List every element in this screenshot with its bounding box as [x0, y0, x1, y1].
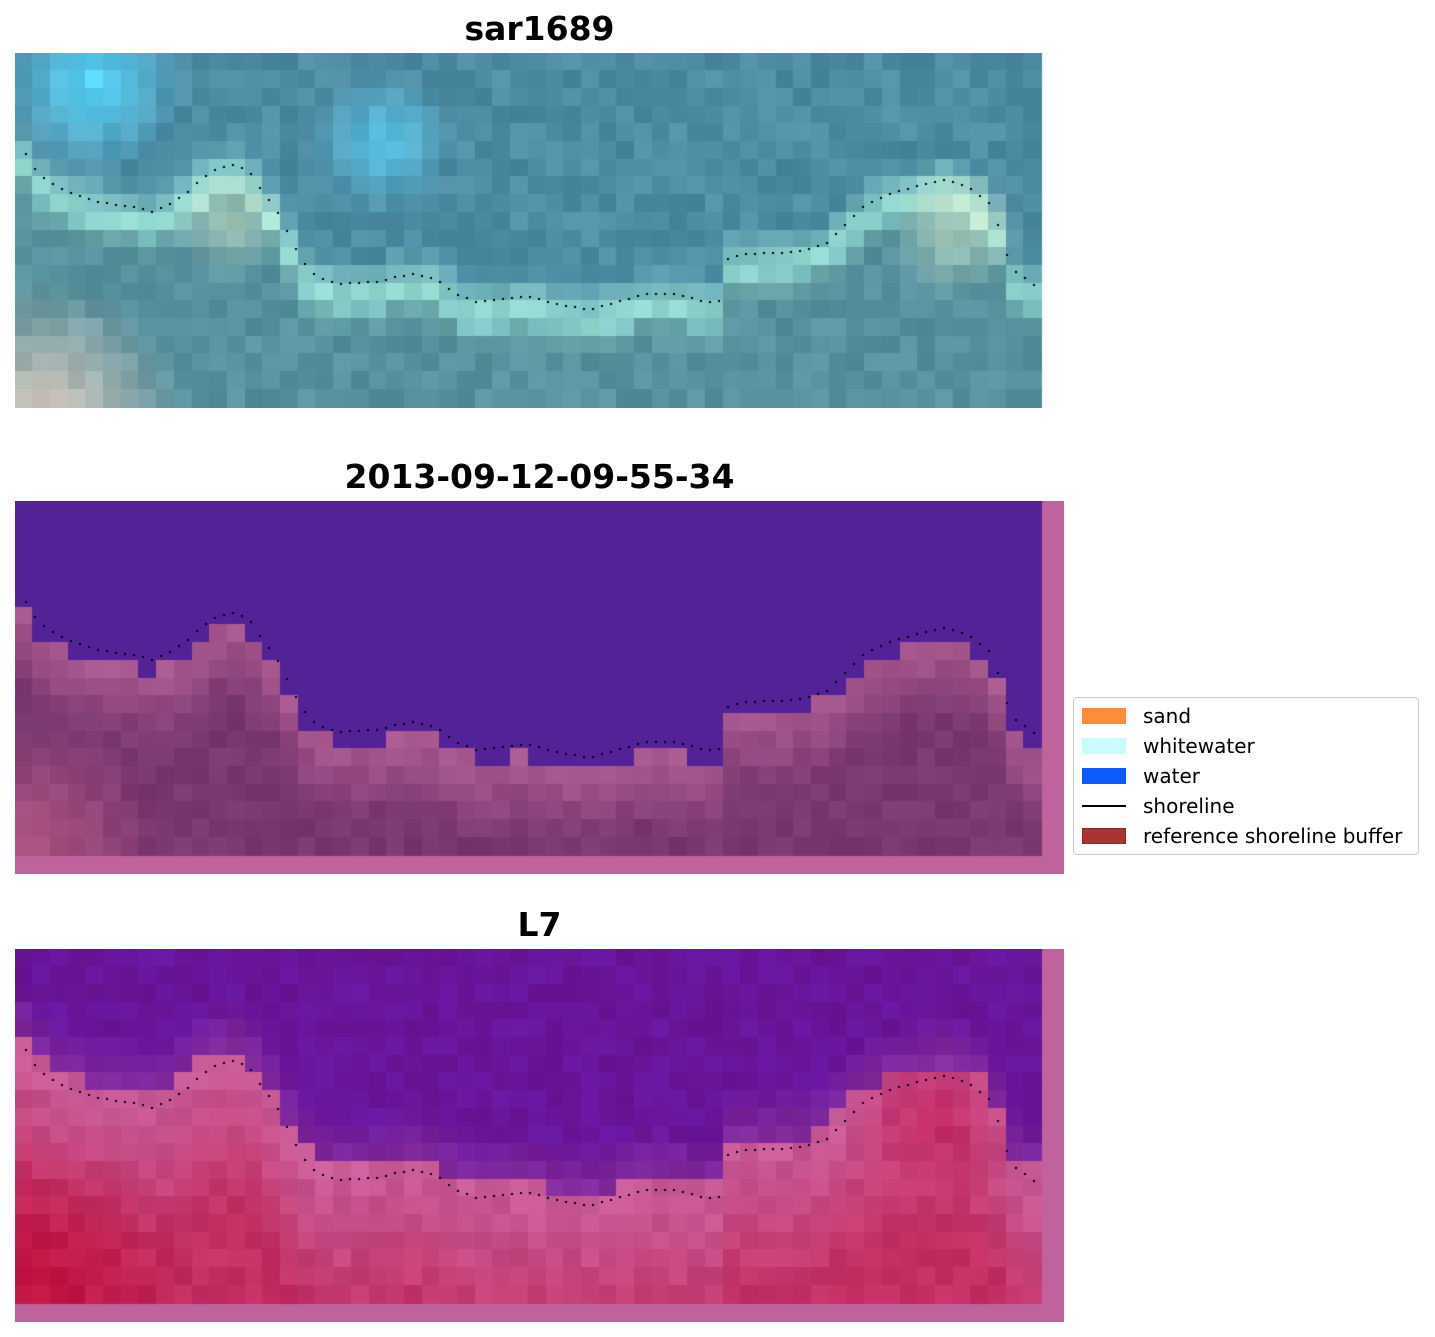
legend-label-shoreline: shoreline: [1143, 794, 1235, 818]
shoreline-line-swatch: [1082, 805, 1126, 807]
legend-label-water: water: [1143, 764, 1200, 788]
classified-image: [15, 501, 1064, 874]
sand-swatch: [1082, 708, 1126, 724]
rgb-image-panel: [15, 53, 1046, 408]
legend-item-sand: sand: [1082, 701, 1191, 731]
whitewater-swatch: [1082, 738, 1126, 754]
classified-image-panel: [15, 501, 1064, 874]
legend-item-shoreline: shoreline: [1082, 791, 1235, 821]
legend-item-whitewater: whitewater: [1082, 731, 1255, 761]
legend-item-reference-buffer: reference shoreline buffer: [1082, 821, 1402, 851]
legend-label-reference-buffer: reference shoreline buffer: [1143, 824, 1403, 848]
legend: sand whitewater water shoreline referenc…: [1073, 697, 1419, 855]
panel-title-classified: 2013-09-12-09-55-34: [344, 457, 735, 496]
reference-buffer-swatch: [1082, 828, 1126, 844]
panel-title-index: L7: [517, 905, 562, 944]
legend-label-whitewater: whitewater: [1143, 734, 1255, 758]
index-image-panel: [15, 949, 1064, 1322]
legend-item-water: water: [1082, 761, 1200, 791]
panel-title-rgb: sar1689: [464, 9, 615, 48]
rgb-satellite-image: [15, 53, 1046, 408]
water-swatch: [1082, 768, 1126, 784]
legend-label-sand: sand: [1143, 704, 1192, 728]
index-image: [15, 949, 1064, 1322]
